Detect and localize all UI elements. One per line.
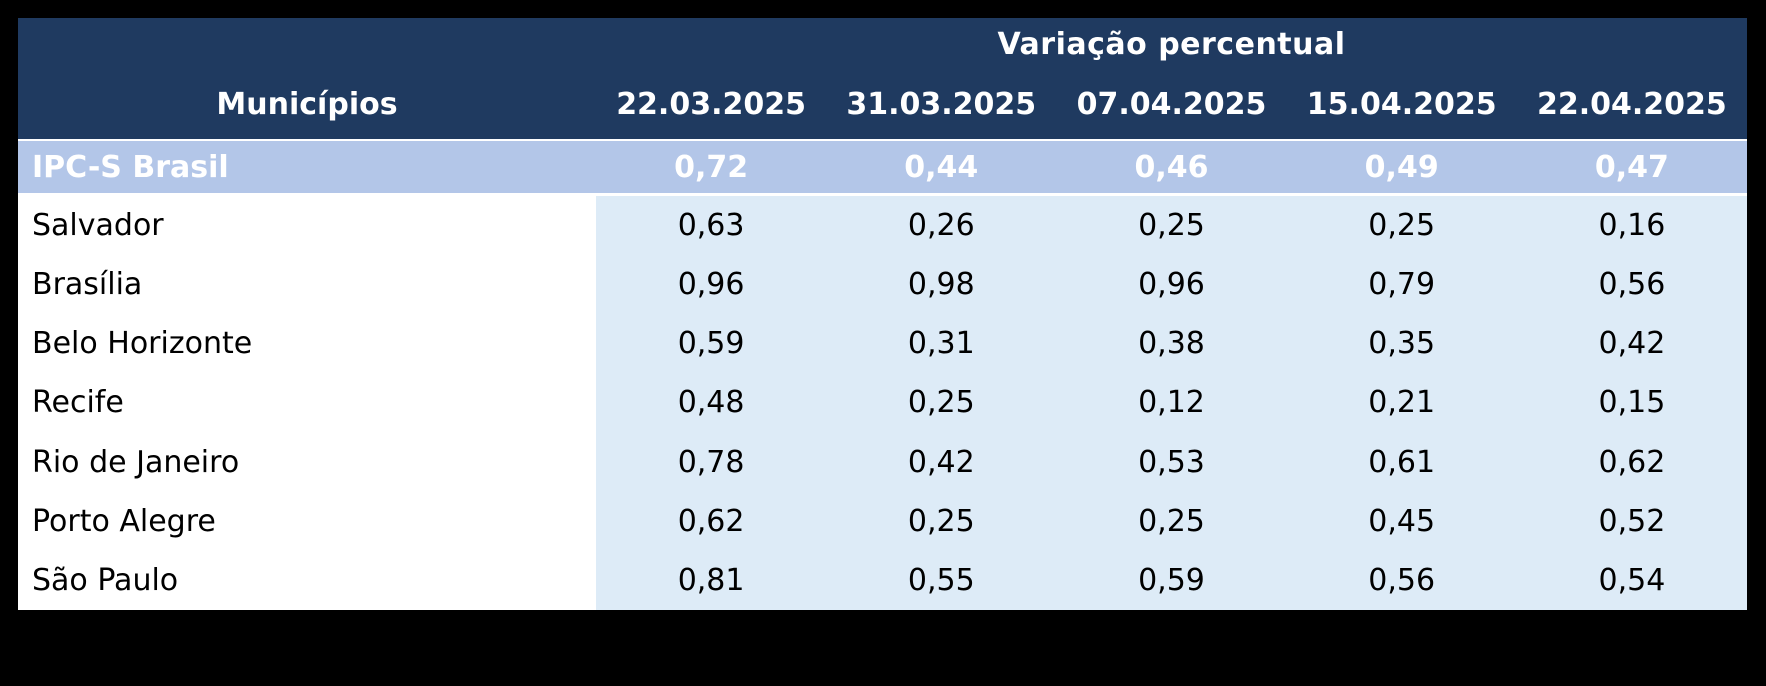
value-cell: 0,45	[1286, 491, 1517, 551]
value-cell: 0,25	[1056, 491, 1287, 551]
value-cell: 0,79	[1286, 255, 1517, 315]
value-cell: 0,62	[596, 491, 827, 551]
table-header-group-row: Variação percentual	[18, 18, 1747, 70]
group-title: Variação percentual	[997, 26, 1346, 62]
summary-value: 0,46	[1134, 149, 1209, 185]
municipality-label: Brasília	[18, 255, 596, 315]
column-header-date-5: 22.04.2025	[1536, 87, 1727, 122]
column-header-date-3: 07.04.2025	[1076, 87, 1267, 122]
value-cell: 0,98	[826, 255, 1057, 315]
value-cell: 0,16	[1516, 196, 1747, 256]
table-row-recife: Recife 0,48 0,25 0,12 0,21 0,15	[18, 373, 1747, 433]
summary-value: 0,72	[674, 149, 749, 185]
value-cell: 0,56	[1286, 550, 1517, 610]
table-row-porto-alegre: Porto Alegre 0,62 0,25 0,25 0,45 0,52	[18, 491, 1747, 551]
summary-value: 0,47	[1594, 149, 1669, 185]
value-cell: 0,25	[826, 373, 1057, 433]
value-cell: 0,61	[1286, 432, 1517, 492]
table-row-brasilia: Brasília 0,96 0,98 0,96 0,79 0,56	[18, 255, 1747, 315]
value-cell: 0,52	[1516, 491, 1747, 551]
table-header-columns-row: Municípios 22.03.2025 31.03.2025 07.04.2…	[18, 70, 1747, 139]
column-header-date-4: 15.04.2025	[1306, 87, 1497, 122]
value-cell: 0,55	[826, 550, 1057, 610]
table-row-belo-horizonte: Belo Horizonte 0,59 0,31 0,38 0,35 0,42	[18, 314, 1747, 374]
value-cell: 0,59	[1056, 550, 1287, 610]
value-cell: 0,96	[1056, 255, 1287, 315]
municipality-label: Recife	[18, 373, 596, 433]
value-cell: 0,54	[1516, 550, 1747, 610]
municipality-label: Belo Horizonte	[18, 314, 596, 374]
value-cell: 0,62	[1516, 432, 1747, 492]
column-header-date-1: 22.03.2025	[616, 87, 806, 122]
value-cell: 0,78	[596, 432, 827, 492]
value-cell: 0,63	[596, 196, 827, 256]
value-cell: 0,42	[1516, 314, 1747, 374]
value-cell: 0,31	[826, 314, 1057, 374]
table-row-salvador: Salvador 0,63 0,26 0,25 0,25 0,16	[18, 196, 1747, 256]
value-cell: 0,42	[826, 432, 1057, 492]
value-cell: 0,25	[1286, 196, 1517, 256]
summary-value: 0,49	[1364, 149, 1439, 185]
column-header-municipios: Municípios	[216, 87, 398, 122]
summary-row-label: IPC-S Brasil	[32, 149, 229, 185]
value-cell: 0,26	[826, 196, 1057, 256]
value-cell: 0,25	[826, 491, 1057, 551]
table-row-rio-de-janeiro: Rio de Janeiro 0,78 0,42 0,53 0,61 0,62	[18, 432, 1747, 492]
value-cell: 0,81	[596, 550, 827, 610]
ipcs-variation-table: Variação percentual Municípios 22.03.202…	[18, 18, 1747, 610]
table-row-sao-paulo: São Paulo 0,81 0,55 0,59 0,56 0,54	[18, 550, 1747, 610]
value-cell: 0,59	[596, 314, 827, 374]
column-header-date-2: 31.03.2025	[846, 87, 1037, 122]
table-header: Variação percentual Municípios 22.03.202…	[18, 18, 1747, 141]
value-cell: 0,96	[596, 255, 827, 315]
value-cell: 0,25	[1056, 196, 1287, 256]
summary-row-ipcs-brasil: IPC-S Brasil 0,72 0,44 0,46 0,49 0,47	[18, 141, 1747, 196]
value-cell: 0,21	[1286, 373, 1517, 433]
value-cell: 0,56	[1516, 255, 1747, 315]
municipality-label: Rio de Janeiro	[18, 432, 596, 492]
municipality-label: Salvador	[18, 196, 596, 256]
value-cell: 0,15	[1516, 373, 1747, 433]
value-cell: 0,53	[1056, 432, 1287, 492]
municipality-label: Porto Alegre	[18, 491, 596, 551]
summary-value: 0,44	[904, 149, 979, 185]
value-cell: 0,48	[596, 373, 827, 433]
value-cell: 0,35	[1286, 314, 1517, 374]
value-cell: 0,12	[1056, 373, 1287, 433]
municipality-label: São Paulo	[18, 550, 596, 610]
value-cell: 0,38	[1056, 314, 1287, 374]
